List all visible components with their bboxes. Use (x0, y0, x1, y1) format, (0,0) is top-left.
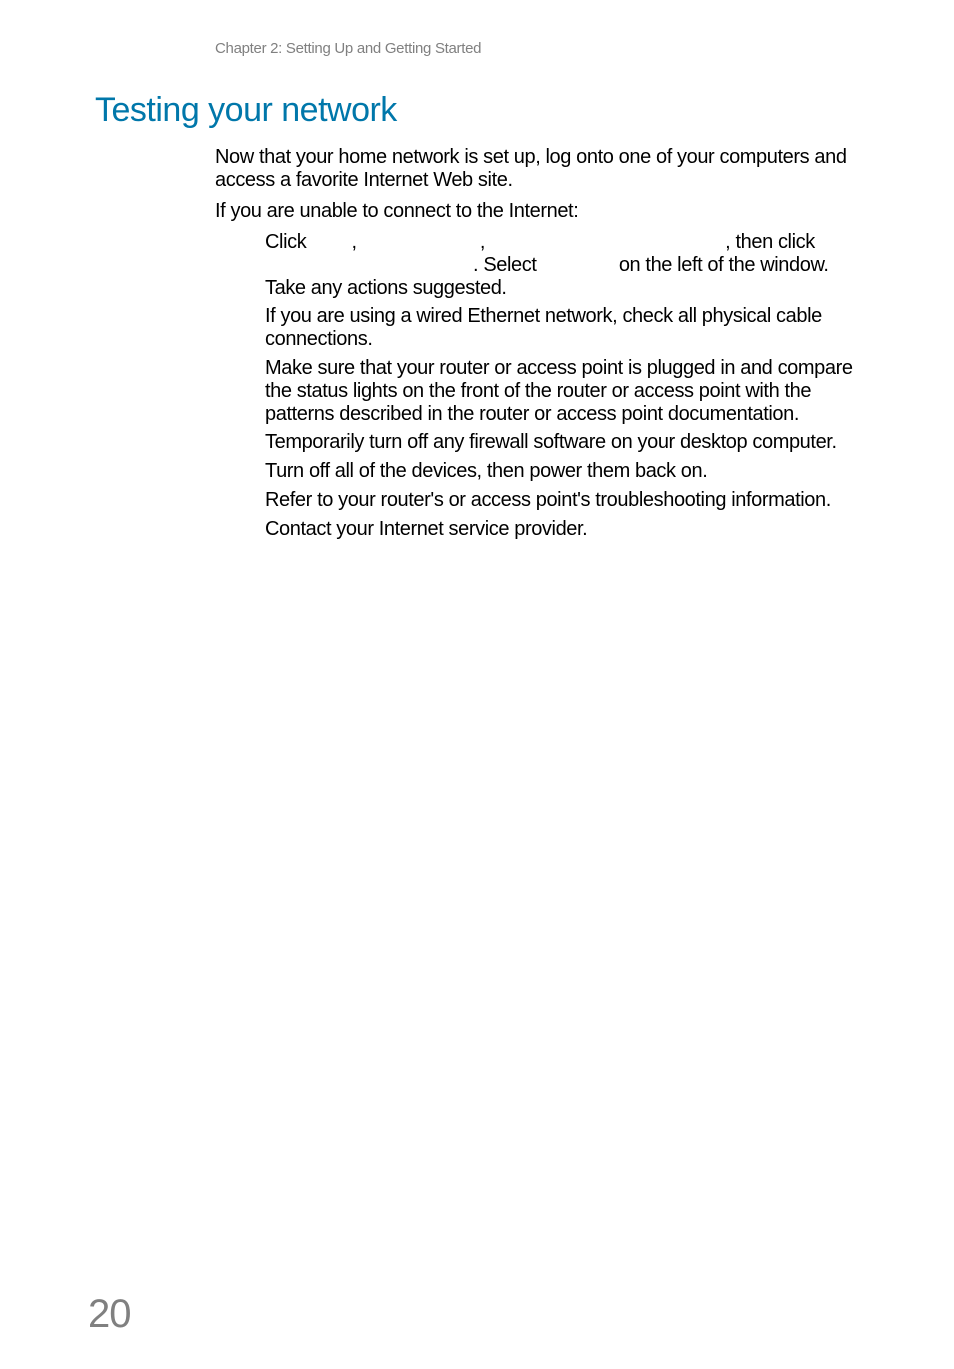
chapter-header: Chapter 2: Setting Up and Getting Starte… (215, 40, 859, 57)
list-item-7: Contact your Internet service provider. (265, 518, 859, 541)
list-item-4: Temporarily turn off any firewall softwa… (265, 431, 859, 454)
page-number: 20 (88, 1292, 131, 1337)
list-item-1-text-4: , then click (725, 231, 815, 253)
list-item-1-text-5: . Select (473, 254, 542, 276)
list-item-5: Turn off all of the devices, then power … (265, 460, 859, 483)
list-item-1-text-1: Click (265, 231, 312, 253)
intro-paragraph: Now that your home network is set up, lo… (215, 146, 859, 192)
lead-paragraph: If you are unable to connect to the Inte… (215, 200, 859, 223)
list-item-3: Make sure that your router or access poi… (265, 357, 859, 425)
list-item-2: If you are using a wired Ethernet networ… (265, 305, 859, 351)
list-item-1: Click , , , then click . Select on the l… (265, 231, 859, 299)
section-title: Testing your network (95, 91, 859, 130)
list-item-6: Refer to your router's or access point's… (265, 489, 859, 512)
list-item-1-text-2: , (352, 231, 362, 253)
list-item-1-text-6: on the left of the window. Take any acti… (265, 254, 829, 299)
list-item-1-text-3: , (480, 231, 490, 253)
